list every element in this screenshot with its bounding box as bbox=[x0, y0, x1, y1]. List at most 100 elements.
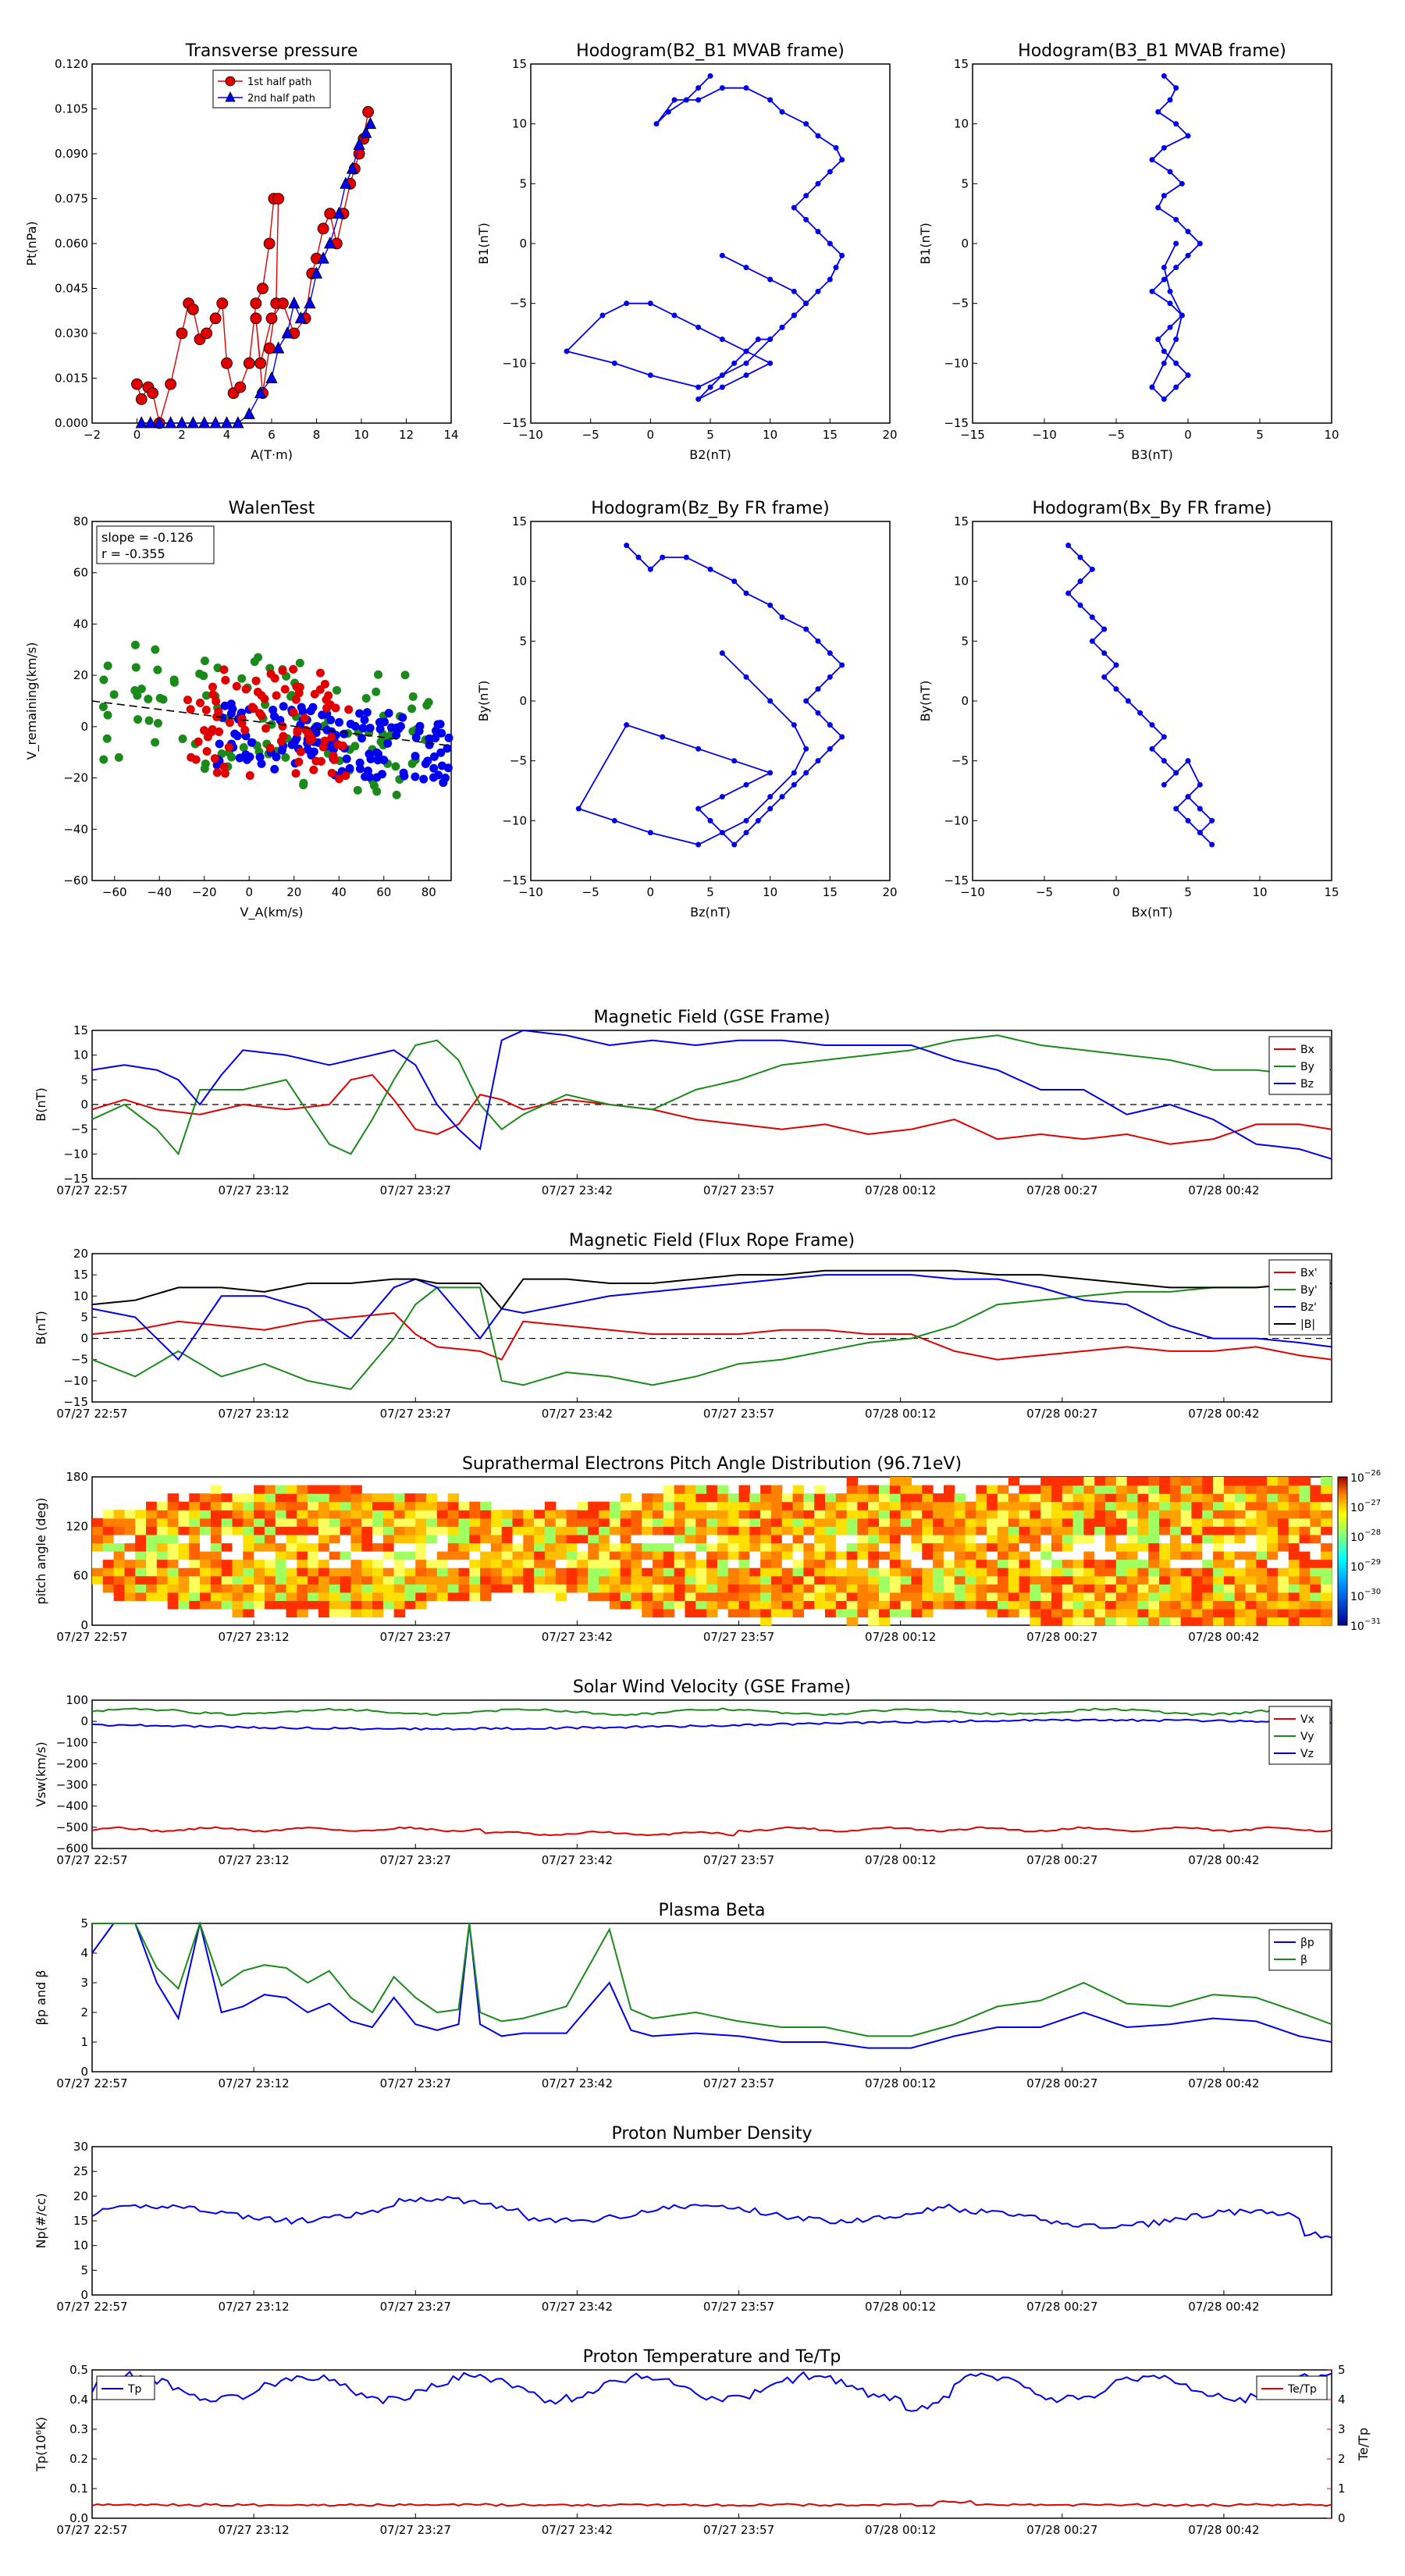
y-tick-label: 0 bbox=[961, 694, 969, 708]
pad-cell bbox=[781, 1526, 794, 1535]
pad-cell bbox=[749, 1584, 761, 1593]
pad-cell bbox=[738, 1526, 750, 1535]
hodogram-b2b1-point bbox=[803, 216, 809, 222]
pad-cell bbox=[1137, 1510, 1149, 1519]
x-tick-label: 0 bbox=[647, 885, 655, 899]
hodogram-bzby-point bbox=[791, 722, 797, 728]
pad-cell bbox=[1299, 1485, 1311, 1494]
pad-cell bbox=[1115, 1534, 1128, 1544]
pad-cell bbox=[102, 1559, 115, 1568]
pad-cell bbox=[857, 1501, 869, 1510]
hodogram-bzby-point bbox=[731, 758, 738, 764]
pad-cell bbox=[663, 1485, 675, 1494]
data-point-2nd-half bbox=[304, 296, 316, 309]
pad-cell bbox=[1310, 1584, 1321, 1593]
y-axis-label: pitch angle (deg) bbox=[34, 1497, 48, 1604]
y-tick-label: 60 bbox=[73, 566, 88, 580]
pad-cell bbox=[1288, 1584, 1300, 1593]
pad-cell bbox=[189, 1534, 201, 1544]
pad-cell bbox=[555, 1567, 567, 1577]
pad-cell bbox=[1072, 1517, 1084, 1527]
pad-cell bbox=[329, 1600, 341, 1610]
pad-cell bbox=[987, 1542, 998, 1552]
pad-cell bbox=[1213, 1608, 1225, 1618]
pad-cell bbox=[1202, 1526, 1214, 1535]
pad-cell bbox=[857, 1559, 869, 1568]
pad-cell bbox=[404, 1551, 416, 1560]
pad-cell bbox=[1288, 1542, 1300, 1552]
tp-plot-area bbox=[91, 2369, 1332, 2519]
walen-point-red bbox=[315, 668, 325, 678]
pad-cell bbox=[1040, 1501, 1052, 1510]
pad-cell bbox=[1321, 1617, 1332, 1626]
pad-cell bbox=[1094, 1575, 1106, 1585]
pad-cell bbox=[1083, 1501, 1095, 1510]
walen-point-green bbox=[353, 785, 362, 795]
pad-cell bbox=[889, 1567, 902, 1577]
series-tp bbox=[91, 2370, 1332, 2412]
pad-cell bbox=[695, 1584, 707, 1593]
pad-cell bbox=[393, 1575, 406, 1585]
pad-cell bbox=[512, 1510, 524, 1519]
pad-cell bbox=[1299, 1600, 1311, 1610]
pad-cell bbox=[814, 1592, 826, 1601]
pad-cell bbox=[835, 1600, 848, 1610]
pad-cell bbox=[1159, 1617, 1171, 1626]
hodogram-bzby-point bbox=[755, 817, 761, 824]
pad-cell bbox=[1030, 1526, 1041, 1535]
pad-cell bbox=[599, 1542, 610, 1552]
pad-cell bbox=[609, 1600, 621, 1610]
x-tick-label: 07/27 23:27 bbox=[380, 2076, 451, 2090]
pad-cell bbox=[415, 1517, 427, 1527]
pad-cell bbox=[695, 1501, 707, 1510]
pad-cell bbox=[318, 1575, 330, 1585]
pad-cell bbox=[1062, 1567, 1074, 1577]
walen-point-blue bbox=[279, 702, 288, 711]
pad-cell bbox=[868, 1559, 880, 1568]
pad-cell bbox=[1310, 1575, 1321, 1585]
walen-point-red bbox=[344, 705, 354, 714]
pad-cell bbox=[922, 1493, 934, 1503]
hodogram-bzby-plot-area bbox=[530, 521, 891, 881]
pad-cell bbox=[92, 1517, 104, 1527]
pad-cell bbox=[146, 1542, 158, 1552]
pad-cell bbox=[135, 1584, 147, 1593]
pad-cell bbox=[987, 1493, 998, 1503]
pad-cell bbox=[415, 1551, 427, 1560]
hodogram-b2b1-point bbox=[767, 336, 774, 343]
pad-cell bbox=[1062, 1534, 1074, 1544]
pad-cell bbox=[933, 1542, 944, 1552]
pad-cell bbox=[318, 1551, 330, 1560]
pad-cell bbox=[146, 1559, 158, 1568]
pad-cell bbox=[404, 1559, 416, 1568]
pad-cell bbox=[911, 1493, 923, 1503]
pad-cell bbox=[663, 1526, 675, 1535]
pad-cell bbox=[135, 1526, 147, 1535]
pad-cell bbox=[480, 1584, 492, 1593]
hodogram-bxby-point bbox=[1077, 578, 1083, 585]
pad-cell bbox=[102, 1567, 115, 1577]
data-point-2nd-half bbox=[176, 416, 188, 429]
pad-cell bbox=[243, 1584, 254, 1593]
pad-cell bbox=[1040, 1617, 1052, 1626]
pad-cell bbox=[1321, 1485, 1332, 1494]
pad-cell bbox=[717, 1485, 729, 1494]
pad-cell bbox=[792, 1559, 804, 1568]
pad-cell bbox=[1008, 1517, 1020, 1527]
pad-cell bbox=[1299, 1493, 1311, 1503]
pad-cell bbox=[200, 1592, 212, 1601]
y-tick-label: 0.045 bbox=[55, 282, 88, 296]
pad-cell bbox=[501, 1575, 514, 1585]
y-tick-label: −5 bbox=[510, 297, 527, 311]
pad-cell bbox=[631, 1575, 642, 1585]
pad-cell bbox=[760, 1542, 772, 1552]
pad-cell bbox=[1288, 1501, 1300, 1510]
pad-cell bbox=[1030, 1600, 1041, 1610]
pad-cell bbox=[1105, 1600, 1117, 1610]
pad-cell bbox=[997, 1526, 1009, 1535]
pad-cell bbox=[297, 1493, 308, 1503]
walen-point-red bbox=[265, 743, 275, 753]
pad-cell bbox=[803, 1559, 815, 1568]
pad-cell bbox=[706, 1534, 718, 1544]
pad-cell bbox=[232, 1575, 244, 1585]
